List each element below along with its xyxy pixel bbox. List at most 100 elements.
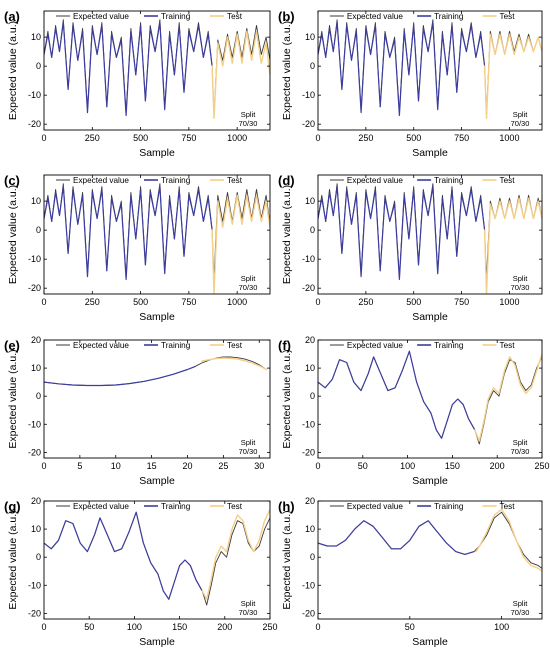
y-tick-label: -10 [302,254,315,264]
series-line-training [44,22,213,117]
legend-label-training: Training [434,176,464,185]
series-line-expected [318,350,542,445]
split-ratio: 70/30 [239,447,258,456]
plot-frame [317,10,543,131]
split-label: Split [241,438,257,447]
x-tick-label: 50 [405,622,415,632]
series-group [318,183,542,294]
legend-label-training: Training [161,12,191,21]
y-axis-label: Expected value (a.u.) [7,510,19,609]
y-tick-label: 0 [310,61,315,71]
y-tick-label: 10 [31,32,41,42]
legend-label-expected: Expected value [73,176,129,185]
legend-label-training: Training [434,341,464,350]
legend-label-expected: Expected value [73,12,129,21]
series-group [44,183,270,294]
panel-label: (e) [4,338,20,353]
series-line-training [318,350,476,439]
x-tick-label: 15 [147,461,157,471]
y-tick-label: -10 [302,580,315,590]
series-line-test [211,30,270,120]
split-label: Split [241,274,257,283]
x-axis-label: Sample [139,147,175,159]
x-tick-label: 750 [454,297,469,307]
legend: Expected value Training Test [329,341,515,350]
series-line-training [318,186,486,281]
legend-label-expected: Expected value [347,341,403,350]
legend-label-test: Test [500,502,516,511]
legend-label-test: Test [500,176,516,185]
split-label: Split [513,110,529,119]
legend-label-test: Test [227,176,243,185]
series-line-training [44,511,203,600]
legend-label-expected: Expected value [347,12,403,21]
y-tick-label: -20 [302,283,315,293]
legend: Expected value Training Test [56,341,243,350]
x-tick-label: 20 [182,461,192,471]
x-axis-label: Sample [412,636,448,648]
y-tick-label: 0 [36,552,41,562]
x-tick-label: 30 [254,461,264,471]
legend-label-training: Training [434,502,464,511]
y-tick-label: -10 [28,419,41,429]
series-line-training [44,186,213,281]
x-tick-label: 25 [218,461,228,471]
x-tick-label: 1000 [227,133,247,143]
y-tick-label: 10 [305,363,315,373]
split-ratio: 70/30 [239,283,258,292]
legend: Expected value Training Test [329,12,515,21]
x-tick-label: 250 [85,297,100,307]
split-label: Split [513,438,529,447]
series-line-training [318,520,475,556]
split-ratio: 70/30 [239,119,258,128]
chart-panel: 0 50 100 150 200 250 -20 -10 0 10 20 Sample Expected… [4,496,278,648]
series-line-test [201,357,268,371]
x-tick-label: 0 [315,133,320,143]
series-group [318,508,542,572]
y-tick-label: -20 [28,608,41,618]
y-tick-label: 10 [305,524,315,534]
y-tick-label: -20 [302,447,315,457]
x-axis-label: Sample [139,636,175,648]
y-tick-label: 0 [310,391,315,401]
series-line-expected [44,19,270,116]
x-tick-label: 0 [41,461,46,471]
split-ratio: 70/30 [511,447,530,456]
y-tick-label: -20 [302,608,315,618]
legend-label-expected: Expected value [73,341,129,350]
x-tick-label: 0 [41,297,46,307]
chart-panel: 0 5 10 15 20 25 30 -20 -10 0 10 20 Sample Expected va… [4,335,271,487]
x-axis-label: Sample [412,311,448,323]
series-line-test [483,33,542,120]
x-tick-label: 150 [172,622,187,632]
series-line-test [211,194,270,294]
x-tick-label: 100 [400,461,415,471]
y-tick-label: 0 [36,61,41,71]
x-tick-label: 500 [133,297,148,307]
split-label: Split [241,110,257,119]
x-tick-label: 1000 [499,297,519,307]
plot-frame [43,339,271,459]
x-tick-label: 500 [133,133,148,143]
series-line-test [483,197,542,294]
y-tick-label: 10 [305,32,315,42]
series-group [44,508,270,606]
x-tick-label: 100 [494,622,509,632]
legend-label-expected: Expected value [347,502,403,511]
chart-panel: 0 250 500 750 1000 -20 -10 0 10 Sample Expected va… [4,173,271,323]
x-tick-label: 250 [85,133,100,143]
y-tick-label: -20 [28,447,41,457]
plot-frame [43,500,271,620]
series-line-expected [44,356,267,386]
series-line-training [44,366,196,387]
x-tick-label: 500 [406,133,421,143]
chart-panel: 0 250 500 750 1000 -20 -10 0 10 Sample Expected va… [278,173,543,323]
series-group [318,350,542,445]
series-group [318,19,542,120]
x-tick-label: 250 [534,461,549,471]
x-tick-label: 0 [315,297,320,307]
legend-label-test: Test [227,502,243,511]
x-tick-label: 150 [445,461,460,471]
series-line-training [318,22,486,117]
x-tick-label: 0 [315,622,320,632]
